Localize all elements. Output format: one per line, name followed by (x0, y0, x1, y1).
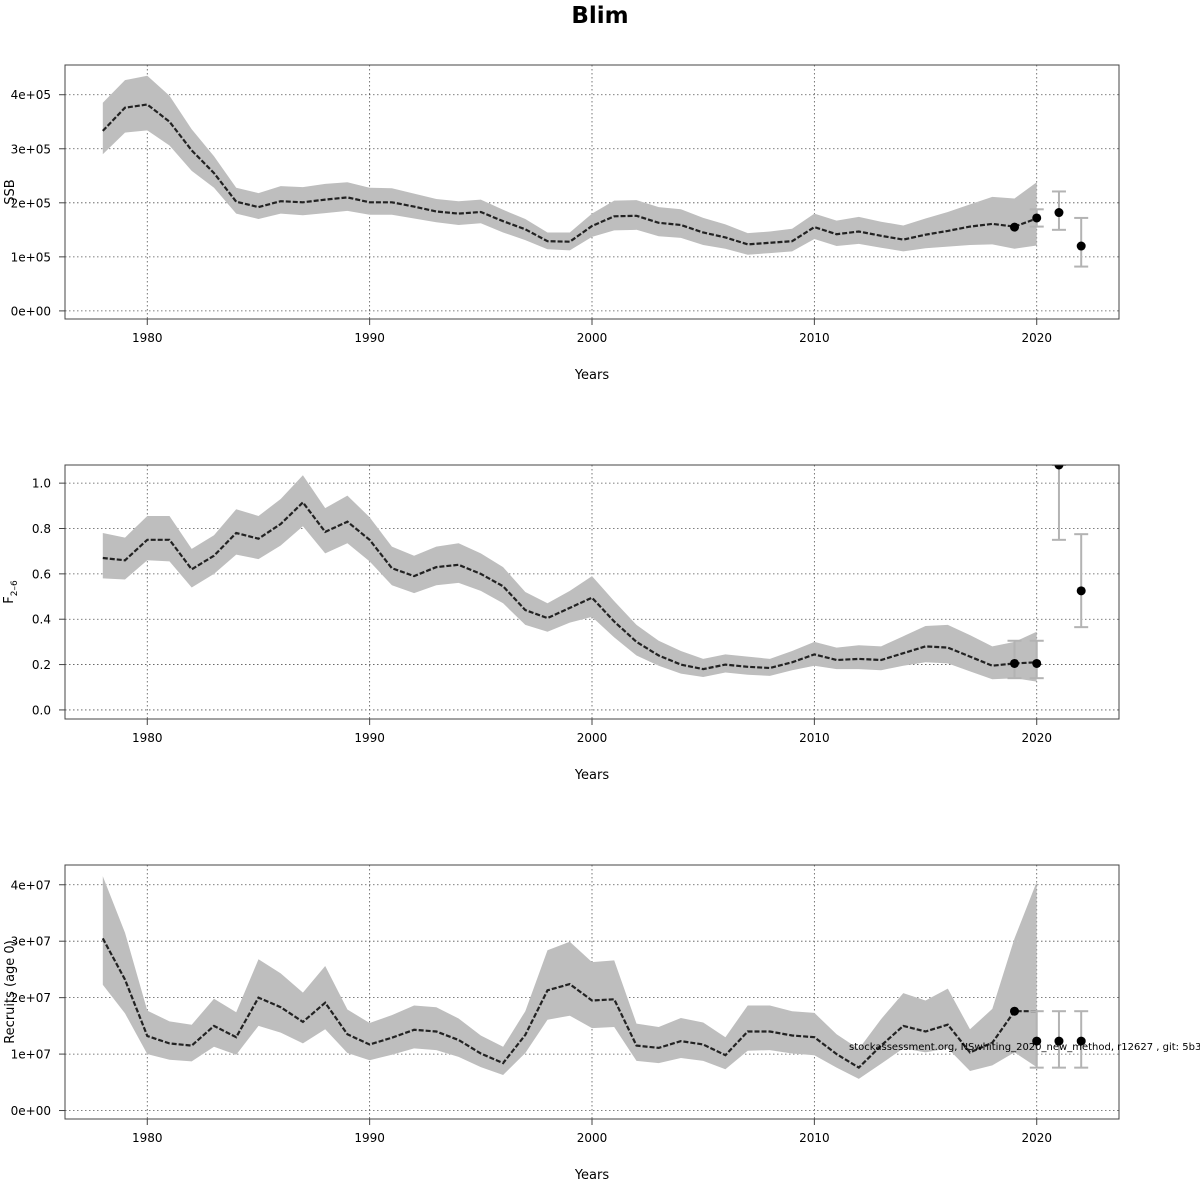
y-tick-label: 4e+07 (11, 878, 51, 892)
x-tick-label: 1990 (354, 1131, 385, 1145)
confidence-band (102, 475, 1037, 682)
plot-area (102, 465, 1089, 682)
confidence-band (102, 75, 1037, 255)
data-point (1076, 586, 1086, 596)
y-tick-label: 0.0 (32, 703, 51, 717)
estimate-line (102, 103, 1038, 246)
plot-area (102, 75, 1089, 268)
x-tick-label: 2020 (1021, 331, 1052, 345)
x-tick-label: 1990 (354, 331, 385, 345)
x-axis-title: Years (574, 368, 610, 383)
y-tick-label: 4e+05 (11, 88, 51, 102)
y-tick-label: 3e+07 (11, 935, 51, 949)
y-tick-label: 2e+07 (11, 991, 51, 1005)
y-tick-label: 2e+05 (11, 196, 51, 210)
data-point (1032, 1036, 1042, 1046)
estimate-line (101, 937, 1037, 1069)
chart-title: Blim (571, 3, 629, 29)
ssb-panel: 1980 1990 2000 2010 2020 0e+00 1e+05 2e+05 3e+05… (3, 64, 1120, 383)
x-tick-label: 1980 (132, 331, 163, 345)
y-tick-label: 1e+07 (11, 1048, 51, 1062)
data-point (1009, 222, 1019, 232)
y-tick-label: 0.6 (32, 567, 51, 581)
x-tick-label: 1980 (132, 1131, 163, 1145)
y-tick-label: 3e+05 (11, 142, 51, 156)
y-tick-label: 1e+05 (11, 250, 51, 264)
y-tick-label: 0.4 (32, 613, 51, 627)
data-point (1009, 1006, 1019, 1016)
y-tick-label: 0.2 (32, 658, 51, 672)
data-point (1054, 1036, 1064, 1046)
x-axis-title: Years (574, 768, 610, 783)
x-tick-label: 1990 (354, 731, 385, 745)
y-tick-label: 0.8 (32, 522, 51, 536)
x-tick-label: 2020 (1021, 731, 1052, 745)
data-point (1054, 208, 1064, 218)
y-tick-label: 0e+00 (11, 304, 51, 318)
data-point (1032, 213, 1042, 223)
y-axis-title: SSB (3, 179, 18, 204)
data-point (1076, 241, 1086, 251)
footnote: stockassessment.org, NSwhiting_2020_new_… (849, 1042, 1200, 1053)
x-tick-label: 2000 (577, 331, 608, 345)
y-axis-title-main: F (2, 596, 17, 603)
estimate-line (102, 500, 1037, 671)
plot-area (101, 876, 1089, 1079)
x-tick-label: 2000 (577, 1131, 608, 1145)
fishing-mortality-panel: 1980 1990 2000 2010 2020 0.0 0.2 0.4 0.6 0.8 1.0 Ye… (2, 464, 1120, 783)
x-tick-label: 2000 (577, 731, 608, 745)
confidence-band (102, 876, 1037, 1079)
data-point (1032, 658, 1042, 668)
y-axis-title: Recruits (age 0) (3, 940, 18, 1044)
x-tick-label: 1980 (132, 731, 163, 745)
data-point (1054, 465, 1064, 470)
y-tick-label: 0e+00 (11, 1104, 51, 1118)
x-tick-label: 2010 (799, 331, 830, 345)
data-point (1009, 658, 1019, 668)
data-point (1076, 1036, 1086, 1046)
x-tick-label: 2020 (1021, 1131, 1052, 1145)
x-axis-title: Years (574, 1168, 610, 1183)
y-axis-title: F2–6 (2, 580, 20, 604)
recruitment-panel: 1980 1990 2000 2010 2020 0e+00 1e+07 2e+07 3e+07… (3, 864, 1120, 1183)
x-tick-label: 2010 (799, 1131, 830, 1145)
y-axis-title-subscript: 2–6 (10, 580, 20, 596)
x-tick-label: 2010 (799, 731, 830, 745)
y-tick-label: 1.0 (32, 477, 51, 491)
